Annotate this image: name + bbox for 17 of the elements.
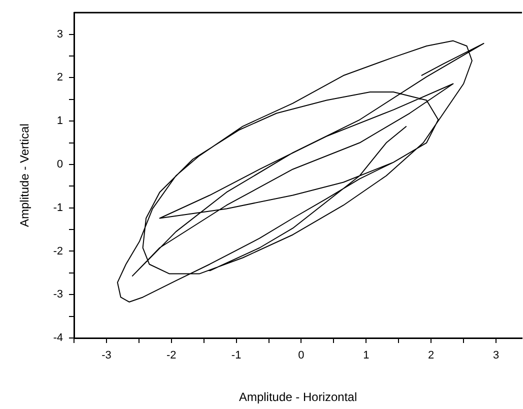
- y-axis-title: Amplitude - Vertical: [18, 124, 32, 227]
- y-tick-label: -2: [53, 245, 63, 258]
- y-tick-label: 0: [56, 158, 63, 170]
- x-tick-label: 2: [428, 350, 434, 362]
- x-tick-label: -2: [166, 350, 176, 362]
- x-tick-label: 3: [492, 350, 500, 362]
- x-tick-label: -3: [102, 350, 112, 362]
- y-tick-label: 3: [56, 28, 63, 40]
- x-tick-label: 1: [363, 350, 370, 362]
- x-tick-label: -1: [231, 350, 242, 362]
- y-tick-label: 1: [56, 115, 63, 128]
- x-axis-title: Amplitude - Horizontal: [238, 390, 358, 404]
- y-tick-label: -3: [53, 288, 63, 301]
- x-tick-label: 0: [298, 350, 304, 362]
- y-tick-label: -1: [53, 202, 63, 214]
- y-tick-label: -4: [53, 332, 63, 344]
- y-tick-label: 2: [56, 72, 63, 84]
